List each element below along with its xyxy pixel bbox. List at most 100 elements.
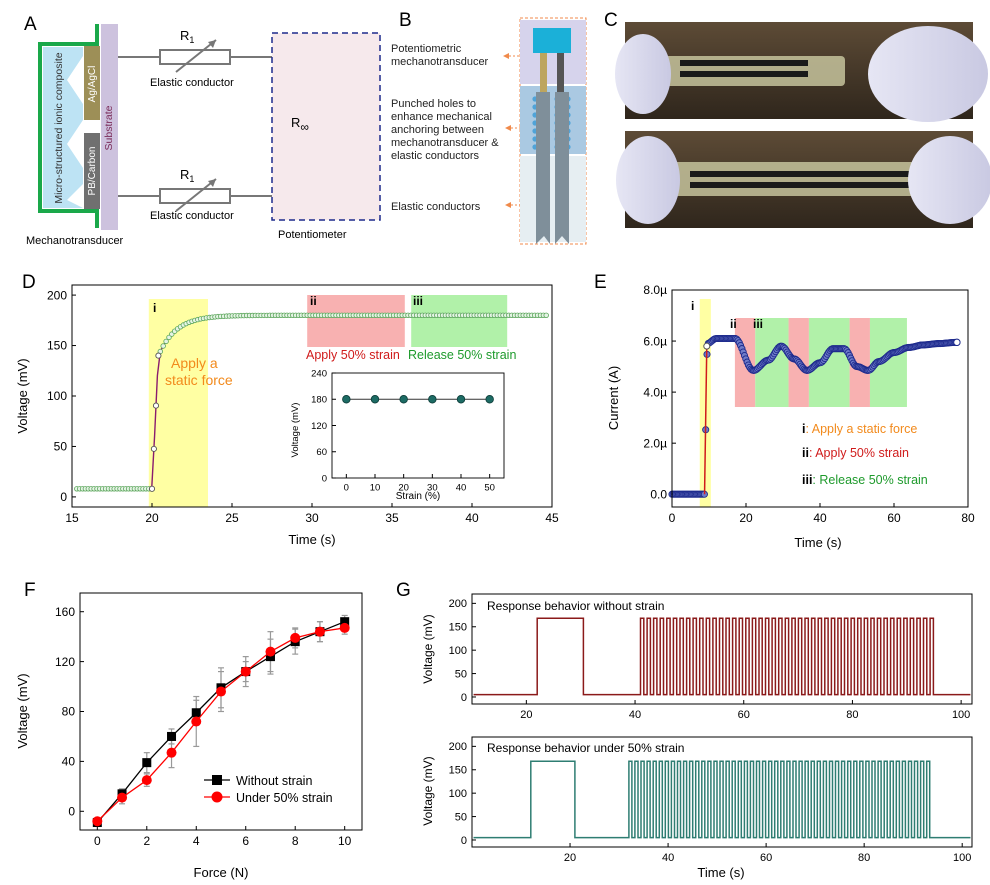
x-tick-label: 30 bbox=[427, 483, 438, 494]
resistor-top-arrow bbox=[175, 39, 217, 73]
inset-point bbox=[370, 395, 380, 404]
y-tick-label: 100 bbox=[449, 788, 467, 800]
conductor-right bbox=[555, 92, 569, 244]
conductor-strip-bottom bbox=[690, 182, 925, 188]
rise-line bbox=[703, 346, 708, 495]
y-tick-label: 240 bbox=[311, 368, 327, 379]
label-punched-holes: Punched holes to enhance mechanical anch… bbox=[391, 98, 502, 162]
data-point-square bbox=[340, 617, 350, 627]
x-tick-label: 20 bbox=[145, 511, 159, 525]
x-tick-label: 35 bbox=[385, 511, 399, 525]
conductor-left bbox=[536, 92, 550, 244]
legend-label-2: Under 50% strain bbox=[236, 791, 333, 805]
x-tick-label: 100 bbox=[952, 709, 970, 721]
photo-stretched bbox=[616, 131, 990, 228]
y-tick-label: 8.0µ bbox=[643, 283, 667, 297]
panel-letter: F bbox=[24, 580, 36, 601]
agagcl-label: Ag/AgCl bbox=[87, 66, 98, 103]
y-tick-label: 150 bbox=[47, 339, 67, 353]
y-axis-label: Voltage (mV) bbox=[15, 673, 30, 748]
device-bottom-region bbox=[520, 156, 586, 242]
x-axis-label: Force (N) bbox=[194, 865, 249, 880]
data-point-circle bbox=[216, 686, 226, 697]
panel-letter: E bbox=[594, 272, 607, 293]
region-iii-label: iii bbox=[753, 317, 763, 331]
x-tick-label: 50 bbox=[484, 483, 495, 494]
y-tick-label: 0 bbox=[60, 490, 67, 504]
data-point bbox=[152, 402, 160, 409]
panel-b: B Potentiometric mechanotransducer Punch… bbox=[391, 10, 587, 245]
region bbox=[849, 318, 870, 407]
data-point-square bbox=[142, 758, 152, 768]
panel-a: A Micro-structured ionic composite Ag/Ag… bbox=[24, 14, 381, 247]
transducer-head bbox=[533, 28, 571, 53]
inset-x-axis-label: Strain (%) bbox=[396, 491, 440, 502]
chart-f-frame bbox=[79, 592, 363, 831]
x-tick-label: 0 bbox=[669, 511, 676, 525]
x-tick-label: 80 bbox=[846, 709, 858, 721]
x-tick-label: 40 bbox=[465, 511, 479, 525]
glove-left bbox=[616, 136, 680, 224]
x-tick-label: 80 bbox=[858, 852, 870, 864]
resistor-bottom-arrow bbox=[175, 178, 217, 212]
y-tick-label: 100 bbox=[47, 389, 67, 403]
data-point bbox=[953, 338, 961, 347]
sensor-film bbox=[662, 162, 942, 196]
x-tick-label: 10 bbox=[370, 483, 381, 494]
device-middle-region bbox=[520, 86, 586, 154]
leader-1-arrow bbox=[503, 53, 509, 59]
photo-unstretched bbox=[615, 22, 988, 122]
mechanotransducer-label: Mechanotransducer bbox=[26, 235, 124, 247]
x-tick-label: 2 bbox=[143, 834, 150, 848]
potentiometer-label: Potentiometer bbox=[278, 229, 347, 241]
y-tick-label: 180 bbox=[311, 395, 327, 406]
y-tick-label: 60 bbox=[316, 447, 327, 458]
data-point-circle bbox=[240, 666, 251, 677]
substrate-layer bbox=[101, 24, 118, 230]
chart-e-frame bbox=[671, 289, 969, 508]
inset-point bbox=[428, 395, 437, 404]
legend-label-1: Without strain bbox=[236, 774, 312, 788]
glove-left bbox=[615, 34, 671, 114]
electrode-right bbox=[557, 53, 564, 93]
x-tick-label: 40 bbox=[813, 511, 827, 525]
data-point-circle bbox=[265, 646, 276, 657]
r-infinity-label: R∞ bbox=[291, 115, 309, 134]
panel-f: F 0 2 4 6 8 10 0 40 80 120 160 Without strain Unde… bbox=[15, 580, 363, 880]
x-tick-label: 20 bbox=[520, 709, 532, 721]
data-point bbox=[155, 352, 162, 359]
x-tick-label: 0 bbox=[344, 483, 349, 494]
chart-g-top-title: Response behavior without strain bbox=[487, 599, 664, 613]
conductor-bottom-label: Elastic conductor bbox=[150, 210, 234, 222]
chart-f: 0 2 4 6 8 10 0 40 80 120 160 bbox=[55, 605, 352, 848]
data-point-square bbox=[167, 731, 177, 741]
x-axis-label: Time (s) bbox=[697, 865, 744, 880]
y-tick-label: 120 bbox=[55, 655, 75, 669]
ionic-composite-layer bbox=[43, 47, 83, 208]
x-tick-label: 25 bbox=[225, 511, 239, 525]
y-tick-label: 120 bbox=[311, 421, 327, 432]
x-axis-label: Time (s) bbox=[288, 532, 335, 547]
region-ii-label: ii bbox=[310, 294, 317, 308]
chart-d-inset: 0 10 20 30 40 50 0 60 120 180 240 bbox=[311, 368, 505, 494]
resistor-bottom-label: R1 bbox=[180, 167, 194, 184]
y-axis-label: Current (A) bbox=[606, 366, 621, 430]
conductor-strip-top bbox=[690, 171, 925, 177]
glove-right bbox=[868, 26, 988, 122]
region-i-label: i bbox=[153, 301, 156, 315]
potentiometer-box bbox=[271, 32, 381, 221]
y-tick-label: 4.0µ bbox=[643, 385, 667, 399]
electrode-left bbox=[540, 53, 547, 93]
label-mechanotransducer: Potentiometric mechanotransducer bbox=[391, 43, 489, 68]
signal-line bbox=[473, 617, 971, 696]
inset-frame bbox=[331, 372, 505, 479]
panel-c: C bbox=[604, 10, 990, 228]
y-tick-label: 150 bbox=[449, 622, 467, 634]
x-tick-label: 40 bbox=[662, 852, 674, 864]
data-point-circle bbox=[141, 775, 152, 786]
panel-e: E 0 20 40 60 800.02.0µ4.0µ6.0µ8.0µ i ii iii … bbox=[594, 272, 975, 550]
chart-e: 0 20 40 60 80 0.0 2.0µ 4.0µ 6.0µ 8.0µ bbox=[643, 283, 975, 525]
panel-letter: G bbox=[396, 580, 411, 601]
